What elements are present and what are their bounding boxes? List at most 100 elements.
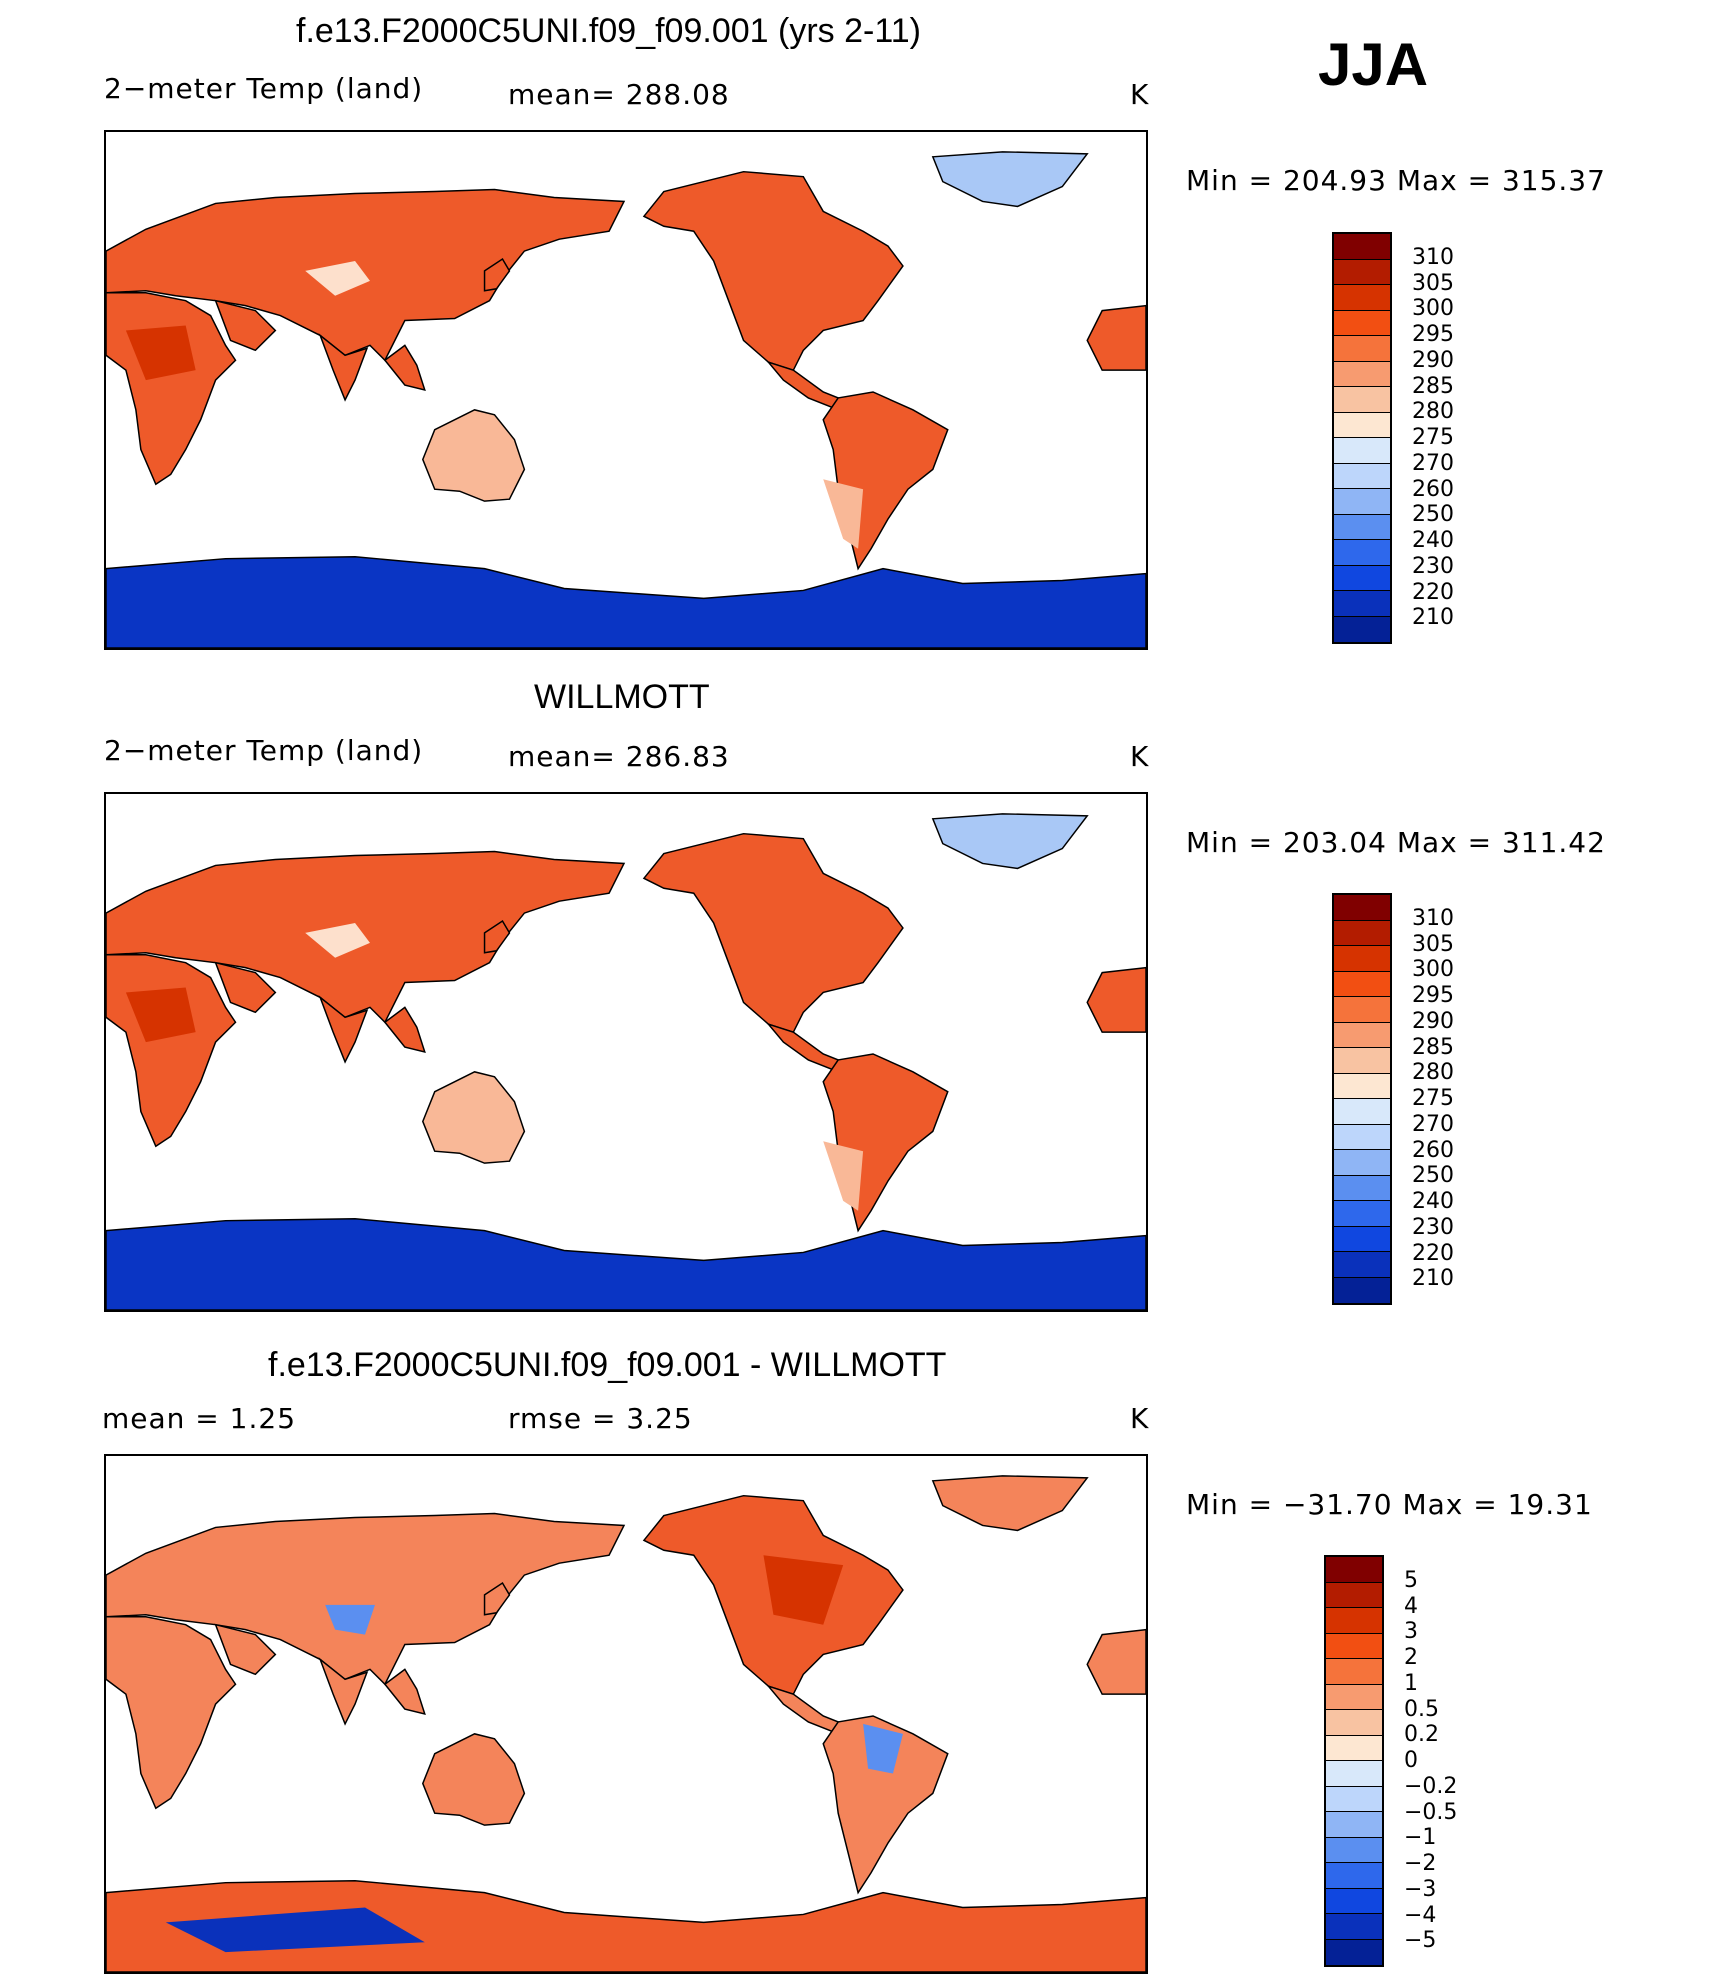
colorbar-swatch xyxy=(1334,946,1390,972)
colorbar-swatch xyxy=(1334,1277,1390,1303)
colorbar-swatch xyxy=(1334,438,1390,464)
colorbar-swatch xyxy=(1334,565,1390,591)
colorbar-tick-label: 210 xyxy=(1412,605,1454,631)
colorbar-swatch xyxy=(1334,895,1390,921)
colorbar-swatch xyxy=(1334,463,1390,489)
landmass-eurasia xyxy=(106,1512,626,1686)
colorbar-tick-label: 310 xyxy=(1412,244,1454,270)
panel-3-map xyxy=(104,1454,1148,1974)
colorbar-tick-label: 260 xyxy=(1412,1137,1454,1163)
colorbar-tick-label: 280 xyxy=(1412,399,1454,425)
colorbar-swatch xyxy=(1334,1099,1390,1125)
colorbar-swatch xyxy=(1326,1557,1382,1583)
colorbar-swatch xyxy=(1334,412,1390,438)
landmass-n-america xyxy=(642,832,904,1034)
colorbar-swatch xyxy=(1334,285,1390,311)
landmass-greenland xyxy=(931,151,1089,208)
panel-2-variable-label: 2−meter Temp (land) xyxy=(104,734,424,767)
colorbar-swatch xyxy=(1334,1150,1390,1176)
panel-1-variable-label: 2−meter Temp (land) xyxy=(104,72,424,105)
colorbar-tick-label: 305 xyxy=(1412,270,1454,296)
colorbar-tick-label: 275 xyxy=(1412,1086,1454,1111)
colorbar-swatch xyxy=(1326,1582,1382,1608)
colorbar-tick-label: 240 xyxy=(1412,1189,1454,1214)
landmass-se-asia xyxy=(383,1668,426,1716)
colorbar-tick-label: 310 xyxy=(1412,905,1454,931)
world-map xyxy=(106,1456,1146,1972)
landmass-japan xyxy=(483,919,511,954)
colorbar-swatch xyxy=(1334,540,1390,566)
colorbar-tick-label: 280 xyxy=(1412,1060,1454,1086)
landmass-antarctica xyxy=(106,1217,1146,1310)
landmass-greenland xyxy=(931,1475,1089,1532)
panel-3-mean-label: mean = 1.25 xyxy=(102,1402,297,1435)
landmass-s-america xyxy=(822,1715,949,1895)
colorbar-swatch xyxy=(1326,1914,1382,1940)
colorbar-swatch xyxy=(1334,1252,1390,1278)
landmass-japan xyxy=(483,257,511,292)
map-color-patch xyxy=(165,1907,425,1953)
colorbar-tick-label: −2 xyxy=(1404,1851,1437,1876)
landmass-india xyxy=(318,995,369,1064)
landmass-greenland xyxy=(931,813,1089,870)
colorbar-swatch xyxy=(1326,1684,1382,1710)
panel-2-units: K xyxy=(1130,740,1150,773)
panel-2-title: WILLMOTT xyxy=(534,678,710,716)
colorbar-tick-label: 3 xyxy=(1404,1619,1418,1645)
panel-3-colorbar xyxy=(1324,1555,1384,1967)
landmass-arabia xyxy=(214,299,277,352)
colorbar-swatch xyxy=(1326,1888,1382,1914)
colorbar-tick-label: 270 xyxy=(1412,1111,1454,1137)
landmass-w-africa-edge xyxy=(1086,304,1146,371)
world-map xyxy=(106,794,1146,1310)
colorbar-swatch xyxy=(1334,1124,1390,1150)
colorbar-swatch xyxy=(1326,1608,1382,1634)
colorbar-tick-label: 4 xyxy=(1404,1593,1418,1619)
panel-3-units: K xyxy=(1130,1402,1150,1435)
colorbar-tick-label: 290 xyxy=(1412,347,1454,373)
colorbar-swatch xyxy=(1326,1633,1382,1659)
panel-2-colorbar xyxy=(1332,893,1392,1305)
landmass-w-africa-edge xyxy=(1086,966,1146,1033)
colorbar-swatch xyxy=(1334,1226,1390,1252)
colorbar-swatch xyxy=(1326,1786,1382,1812)
colorbar-swatch xyxy=(1334,920,1390,946)
landmass-australia xyxy=(421,1733,526,1826)
colorbar-swatch xyxy=(1326,1710,1382,1736)
colorbar-tick-label: −4 xyxy=(1404,1902,1437,1928)
colorbar-tick-label: −0.5 xyxy=(1404,1799,1458,1825)
colorbar-swatch xyxy=(1334,1175,1390,1201)
colorbar-tick-label: 2 xyxy=(1404,1645,1418,1670)
colorbar-tick-label: 0 xyxy=(1404,1748,1418,1773)
colorbar-tick-label: 285 xyxy=(1412,1034,1454,1060)
colorbar-tick-label: 230 xyxy=(1412,553,1454,579)
colorbar-swatch xyxy=(1334,387,1390,413)
landmass-antarctica xyxy=(106,1879,1146,1972)
map-color-patch xyxy=(305,261,370,296)
panel-1-colorbar xyxy=(1332,232,1392,644)
map-color-patch xyxy=(125,325,196,381)
colorbar-tick-label: 305 xyxy=(1412,931,1454,957)
colorbar-swatch xyxy=(1334,1201,1390,1227)
colorbar-tick-label: 270 xyxy=(1412,450,1454,476)
season-label: JJA xyxy=(1318,31,1429,98)
colorbar-swatch xyxy=(1334,361,1390,387)
panel-3-title: f.e13.F2000C5UNI.f09_f09.001 - WILLMOTT xyxy=(268,1346,947,1384)
map-color-patch xyxy=(823,1141,864,1211)
colorbar-swatch xyxy=(1334,971,1390,997)
map-color-patch xyxy=(325,1604,375,1635)
colorbar-swatch xyxy=(1334,259,1390,285)
landmass-india xyxy=(318,333,369,402)
landmass-arabia xyxy=(214,1623,277,1676)
colorbar-swatch xyxy=(1326,1761,1382,1787)
map-color-patch xyxy=(823,479,864,549)
colorbar-tick-label: 220 xyxy=(1412,579,1454,605)
colorbar-swatch xyxy=(1326,1939,1382,1965)
landmass-n-america xyxy=(642,170,904,372)
panel-3-rmse-label: rmse = 3.25 xyxy=(508,1402,693,1435)
colorbar-swatch xyxy=(1334,997,1390,1023)
colorbar-tick-label: 300 xyxy=(1412,296,1454,322)
landmass-australia xyxy=(421,409,526,502)
panel-1-minmax: Min = 204.93 Max = 315.37 xyxy=(1186,164,1606,197)
colorbar-tick-label: −0.2 xyxy=(1404,1773,1458,1799)
